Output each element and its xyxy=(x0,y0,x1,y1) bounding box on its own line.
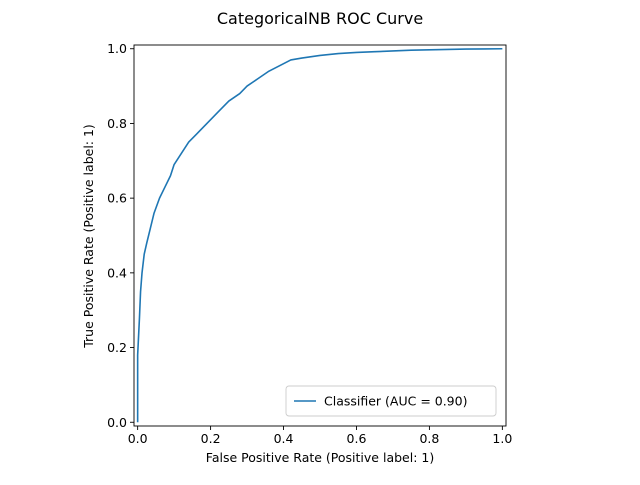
legend: Classifier (AUC = 0.90) xyxy=(285,385,497,417)
x-tick-label: 0.6 xyxy=(347,431,367,446)
x-tick-label: 0.0 xyxy=(128,431,148,446)
y-axis-label: True Positive Rate (Positive label: 1) xyxy=(81,124,96,349)
x-tick-label: 0.8 xyxy=(419,431,439,446)
y-tick-label: 0.2 xyxy=(107,340,127,355)
y-tick-label: 1.0 xyxy=(107,41,127,56)
y-tick-label: 0.6 xyxy=(107,191,127,206)
x-tick-label: 0.2 xyxy=(201,431,221,446)
chart-title: CategoricalNB ROC Curve xyxy=(217,9,423,28)
y-tick-label: 0.0 xyxy=(107,415,127,430)
legend-label: Classifier (AUC = 0.90) xyxy=(324,394,467,409)
y-tick-label: 0.4 xyxy=(107,265,127,280)
axes-frame xyxy=(133,44,507,427)
legend-box xyxy=(285,385,497,417)
plot-area xyxy=(136,47,503,423)
series-line-0 xyxy=(136,47,503,423)
x-axis-label: False Positive Rate (Positive label: 1) xyxy=(206,450,434,465)
axes: 0.0 0.2 0.4 0.6 0.8 1.0 0.0 0.2 0.4 0.6 0.8 1.0 xyxy=(107,41,512,446)
x-tick-label: 1.0 xyxy=(492,431,512,446)
x-tick-label: 0.4 xyxy=(274,431,294,446)
y-tick-label: 0.8 xyxy=(107,116,127,131)
